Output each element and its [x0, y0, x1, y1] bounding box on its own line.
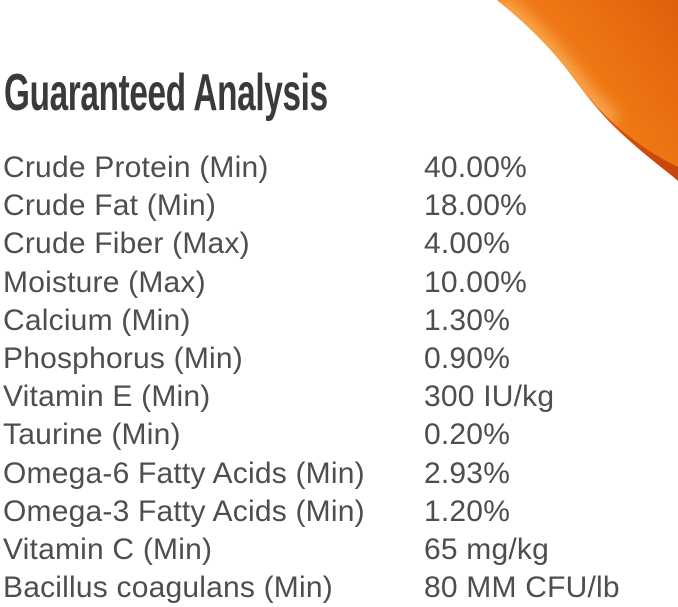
nutrient-value: 2.93%	[424, 456, 511, 490]
nutrient-label: Crude Fat (Min)	[3, 189, 217, 223]
nutrient-value: 4.00%	[424, 227, 511, 261]
analysis-row: Moisture (Max) 10.00%	[3, 264, 678, 302]
analysis-row: Vitamin E (Min) 300 IU/kg	[3, 378, 678, 416]
analysis-row: Crude Fiber (Max) 4.00%	[3, 225, 678, 263]
analysis-row: Phosphorus (Min) 0.90%	[3, 340, 678, 378]
nutrient-label: Crude Fiber (Max)	[3, 227, 250, 261]
nutrient-value: 1.30%	[424, 303, 511, 337]
nutrient-value: 80 MM CFU/lb	[424, 571, 620, 605]
analysis-row: Taurine (Min) 0.20%	[3, 416, 678, 454]
nutrient-label: Moisture (Max)	[3, 265, 206, 299]
nutrient-value: 0.20%	[424, 418, 511, 452]
nutrient-value: 10.00%	[424, 265, 527, 299]
nutrient-label: Bacillus coagulans (Min)	[3, 571, 333, 605]
nutrient-label: Vitamin E (Min)	[3, 380, 211, 414]
analysis-row: Calcium (Min) 1.30%	[3, 302, 678, 340]
nutrient-label: Omega-3 Fatty Acids (Min)	[3, 494, 365, 528]
swoosh-body	[497, 0, 678, 167]
analysis-row: Bacillus coagulans (Min) 80 MM CFU/lb	[3, 569, 678, 607]
nutrient-value: 300 IU/kg	[424, 380, 555, 414]
nutrient-label: Omega-6 Fatty Acids (Min)	[3, 456, 365, 490]
analysis-row: Vitamin C (Min) 65 mg/kg	[3, 531, 678, 569]
guaranteed-analysis-table: Crude Protein (Min) 40.00% Crude Fat (Mi…	[3, 149, 678, 607]
page-title: Guaranteed Analysis	[4, 67, 510, 119]
nutrient-value: 40.00%	[424, 151, 527, 184]
nutrient-value: 18.00%	[424, 189, 527, 223]
nutrient-label: Vitamin C (Min)	[3, 533, 213, 567]
analysis-row: Omega-3 Fatty Acids (Min) 1.20%	[3, 493, 678, 531]
nutrient-label: Phosphorus (Min)	[3, 342, 243, 376]
analysis-row: Omega-6 Fatty Acids (Min) 2.93%	[3, 455, 678, 493]
nutrient-value: 1.20%	[424, 494, 511, 528]
nutrient-value: 0.90%	[424, 342, 511, 376]
nutrient-value: 65 mg/kg	[424, 533, 549, 567]
nutrient-label: Taurine (Min)	[3, 418, 181, 452]
analysis-row: Crude Fat (Min) 18.00%	[3, 187, 678, 225]
analysis-row: Crude Protein (Min) 40.00%	[3, 149, 678, 187]
nutrient-label: Calcium (Min)	[3, 303, 191, 337]
page-title-text: Guaranteed Analysis	[4, 64, 328, 122]
swoosh-highlight	[497, 0, 620, 129]
nutrient-label: Crude Protein (Min)	[3, 151, 269, 184]
